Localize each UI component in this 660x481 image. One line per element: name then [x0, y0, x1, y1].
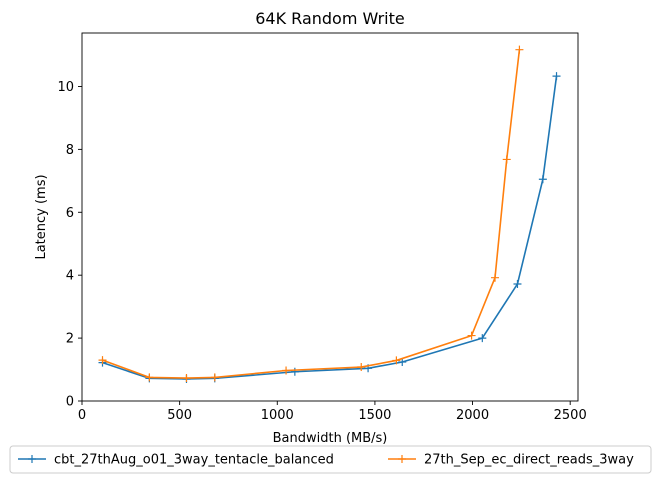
x-axis-ticks: 0 500 1000 1500 2000 2500: [78, 401, 587, 423]
x-axis-label: Bandwidth (MB/s): [273, 431, 388, 446]
x-tick-label: 1500: [358, 408, 391, 423]
legend-swatch-marker: [28, 455, 36, 463]
data-point-marker: [538, 175, 547, 184]
legend-items: cbt_27thAug_o01_3way_tentacle_balanced 27…: [18, 453, 634, 468]
y-tick-label: 2: [66, 332, 74, 347]
data-point-marker: [467, 331, 476, 340]
data-point-marker: [290, 367, 299, 376]
y-axis-label: Latency (ms): [34, 174, 49, 259]
plot-frame: [81, 32, 579, 402]
data-point-marker: [145, 373, 154, 382]
y-tick-label: 8: [66, 143, 74, 158]
x-tick-label: 1000: [261, 408, 294, 423]
x-tick-label: 2500: [554, 408, 587, 423]
data-point-marker: [515, 45, 524, 54]
data-point-marker: [478, 334, 487, 343]
data-point-marker: [282, 366, 291, 375]
legend: cbt_27thAug_o01_3way_tentacle_balanced 27…: [9, 445, 652, 474]
x-tick-label: 0: [78, 408, 86, 423]
data-point-marker: [513, 279, 522, 288]
y-tick-label: 10: [57, 80, 74, 95]
x-tick-label: 2000: [456, 408, 489, 423]
chart-title: 64K Random Write: [255, 9, 405, 28]
legend-label: 27th_Sep_ec_direct_reads_3way: [424, 453, 634, 468]
data-point-marker: [552, 72, 561, 81]
series-layer: [98, 45, 561, 383]
y-tick-label: 0: [66, 395, 74, 410]
y-tick-label: 6: [66, 206, 74, 221]
legend-box: [9, 445, 652, 474]
data-point-marker: [502, 155, 511, 164]
x-tick-label: 500: [167, 408, 192, 423]
data-point-marker: [182, 374, 191, 383]
data-point-marker: [98, 356, 107, 365]
data-point-marker: [210, 373, 219, 382]
data-point-marker: [491, 273, 500, 282]
data-point-marker: [357, 363, 366, 372]
y-axis-ticks: 0 2 4 6 8 10: [57, 80, 82, 410]
series-2: [98, 45, 524, 383]
legend-swatch-marker: [398, 455, 406, 463]
plot-area-background: [82, 33, 578, 401]
y-tick-label: 4: [66, 269, 74, 284]
data-point-marker: [392, 356, 401, 365]
legend-label: cbt_27thAug_o01_3way_tentacle_balanced: [54, 453, 334, 468]
